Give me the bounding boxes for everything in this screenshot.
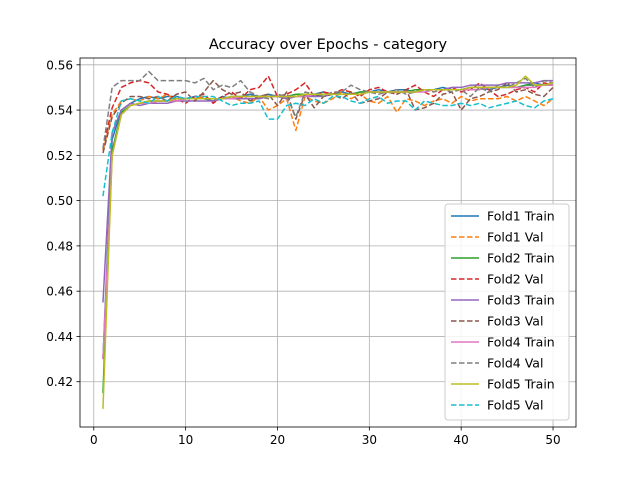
legend: Fold1 Train Fold1 Val Fold2 Train Fold2 Val… (444, 203, 570, 421)
y-tick-label: 0.52 (46, 149, 73, 163)
x-tick-label: 30 (362, 433, 377, 447)
legend-label: Fold1 Train (487, 209, 555, 224)
y-tick-label: 0.46 (46, 285, 73, 299)
legend-label: Fold3 Val (487, 314, 543, 329)
y-tick-label: 0.50 (46, 194, 73, 208)
plot-frame (79, 57, 577, 428)
legend-label: Fold4 Train (487, 335, 555, 350)
y-tick-label: 0.48 (46, 239, 73, 253)
y-tick-label: 0.42 (46, 375, 73, 389)
legend-label: Fold3 Train (487, 293, 555, 308)
y-tick-label: 0.56 (46, 58, 73, 72)
x-tick-label: 10 (178, 433, 193, 447)
legend-label: Fold1 Val (487, 230, 543, 245)
series-line (102, 79, 554, 154)
series-line (102, 75, 554, 409)
legend-label: Fold2 Val (487, 272, 543, 287)
x-tick-label: 50 (545, 433, 560, 447)
legend-label: Fold4 Val (487, 356, 543, 371)
legend-label: Fold5 Train (487, 377, 555, 392)
chart-title: Accuracy over Epochs - category (209, 37, 448, 53)
x-tick-label: 0 (90, 433, 98, 447)
series-line (102, 95, 554, 197)
y-tick-label: 0.44 (46, 330, 73, 344)
series-line (102, 75, 554, 149)
axis-ticks: 0 10 20 30 40 50 0.42 0.44 0.46 0.48 0.50 0.52 0.54 0… (46, 58, 560, 447)
x-tick-label: 20 (270, 433, 285, 447)
y-tick-label: 0.54 (46, 104, 73, 118)
series-lines (102, 70, 554, 409)
legend-label: Fold2 Train (487, 251, 555, 266)
legend-label: Fold5 Val (487, 398, 543, 413)
x-tick-label: 40 (454, 433, 469, 447)
